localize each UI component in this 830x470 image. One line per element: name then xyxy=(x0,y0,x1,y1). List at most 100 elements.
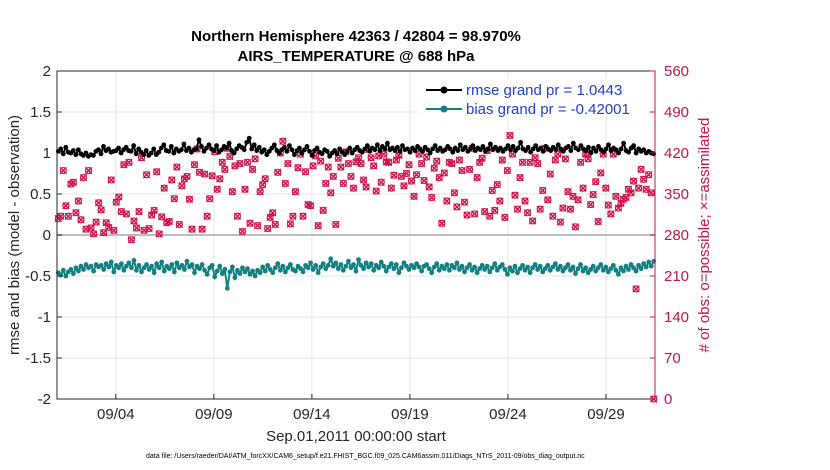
bias-point xyxy=(166,266,172,272)
bias-point xyxy=(232,275,238,281)
obs-count-point xyxy=(496,197,504,205)
rmse-point xyxy=(264,152,270,158)
obs-count-point xyxy=(155,230,163,238)
rmse-point xyxy=(168,144,174,149)
obs-count-point xyxy=(190,161,199,169)
bias-point xyxy=(643,264,649,270)
bias-point xyxy=(88,263,94,269)
rmse-point xyxy=(254,148,260,153)
rmse-point xyxy=(382,146,388,152)
bias-point xyxy=(429,270,435,276)
rmse-point xyxy=(555,142,561,148)
obs-count-point xyxy=(372,187,380,195)
bias-point xyxy=(265,262,271,268)
bias-point xyxy=(116,265,122,271)
rmse-point xyxy=(204,145,209,151)
rmse-point xyxy=(75,147,81,153)
rmse-point xyxy=(251,142,257,148)
y-axis-label: rmse and bias (model - observation) xyxy=(6,115,23,355)
obs-count-point xyxy=(594,217,602,226)
rmse-point xyxy=(442,147,448,153)
bias-point xyxy=(156,265,162,271)
rmse-point xyxy=(633,150,639,156)
bias-point xyxy=(520,262,525,268)
bias-point xyxy=(123,263,129,269)
obs-count-point xyxy=(77,216,85,224)
y-right-tick-label: 280 xyxy=(664,227,689,244)
bias-point xyxy=(492,261,498,267)
bias-point xyxy=(457,267,462,272)
rmse-point xyxy=(354,144,360,150)
bias-point xyxy=(626,267,631,272)
bias-point xyxy=(555,267,561,272)
bias-point xyxy=(580,268,586,274)
obs-count-point xyxy=(84,166,93,175)
bias-point xyxy=(214,268,220,274)
bias-point xyxy=(245,266,250,272)
rmse-point xyxy=(128,148,134,154)
obs-count-point xyxy=(579,184,587,192)
bias-point xyxy=(588,267,594,272)
bias-point xyxy=(313,262,319,268)
bias-point xyxy=(386,264,392,270)
bias-point xyxy=(575,266,581,272)
rmse-point xyxy=(256,144,262,150)
legend: rmse grand pr = 1.0443 bias grand pr = -… xyxy=(418,78,649,118)
bias-point xyxy=(623,263,629,269)
rmse-point xyxy=(616,150,621,156)
y-right-tick-label: 210 xyxy=(664,268,689,285)
rmse-point xyxy=(178,147,184,153)
obs-count-point xyxy=(387,184,396,192)
rmse-point xyxy=(214,143,219,149)
bias-point xyxy=(542,266,548,272)
obs-count-point xyxy=(246,219,254,227)
obs-count-point xyxy=(253,221,262,230)
rmse-point xyxy=(96,147,101,153)
bias-point xyxy=(333,260,339,266)
obs-count-point xyxy=(92,218,100,226)
bias-point xyxy=(489,265,495,271)
obs-count-point xyxy=(349,184,358,192)
rmse-point xyxy=(359,149,365,155)
obs-count-point xyxy=(513,205,522,213)
obs-count-point xyxy=(458,166,466,175)
bias-point xyxy=(363,260,369,266)
rmse-point xyxy=(455,148,461,153)
bias-point xyxy=(515,270,520,276)
obs-count-point xyxy=(539,186,547,195)
obs-count-point xyxy=(74,197,83,205)
obs-count-point xyxy=(59,166,68,175)
bias-point xyxy=(393,262,399,267)
obs-count-markers xyxy=(54,131,658,403)
obs-count-point xyxy=(145,224,153,233)
bias-point xyxy=(108,259,114,265)
rmse-point xyxy=(508,147,513,153)
obs-count-point xyxy=(213,185,221,194)
obs-count-point xyxy=(89,230,98,238)
obs-count-point xyxy=(546,170,554,178)
rmse-point xyxy=(349,150,355,156)
obs-count-point xyxy=(533,159,542,168)
bias-point xyxy=(638,266,644,272)
rmse-point xyxy=(276,150,282,156)
obs-count-point xyxy=(135,207,143,216)
bias-point xyxy=(618,265,624,271)
obs-count-point xyxy=(478,154,486,162)
rmse-point xyxy=(367,148,373,154)
rmse-point xyxy=(425,147,431,153)
bias-point xyxy=(633,268,639,274)
rmse-point xyxy=(560,148,566,154)
obs-count-point xyxy=(324,163,332,171)
obs-count-point xyxy=(110,226,118,235)
bias-point xyxy=(118,261,124,267)
y-tick-label: -2 xyxy=(38,391,51,408)
rmse-point xyxy=(601,149,606,155)
rmse-point xyxy=(626,149,632,155)
rmse-point xyxy=(234,146,240,152)
bias-point xyxy=(111,269,117,275)
obs-count-point xyxy=(339,179,348,188)
legend-bias-label: bias grand pr = -0.42001 xyxy=(466,101,630,118)
rmse-point xyxy=(271,142,277,148)
bias-point xyxy=(368,261,374,267)
obs-count-point xyxy=(261,175,269,183)
